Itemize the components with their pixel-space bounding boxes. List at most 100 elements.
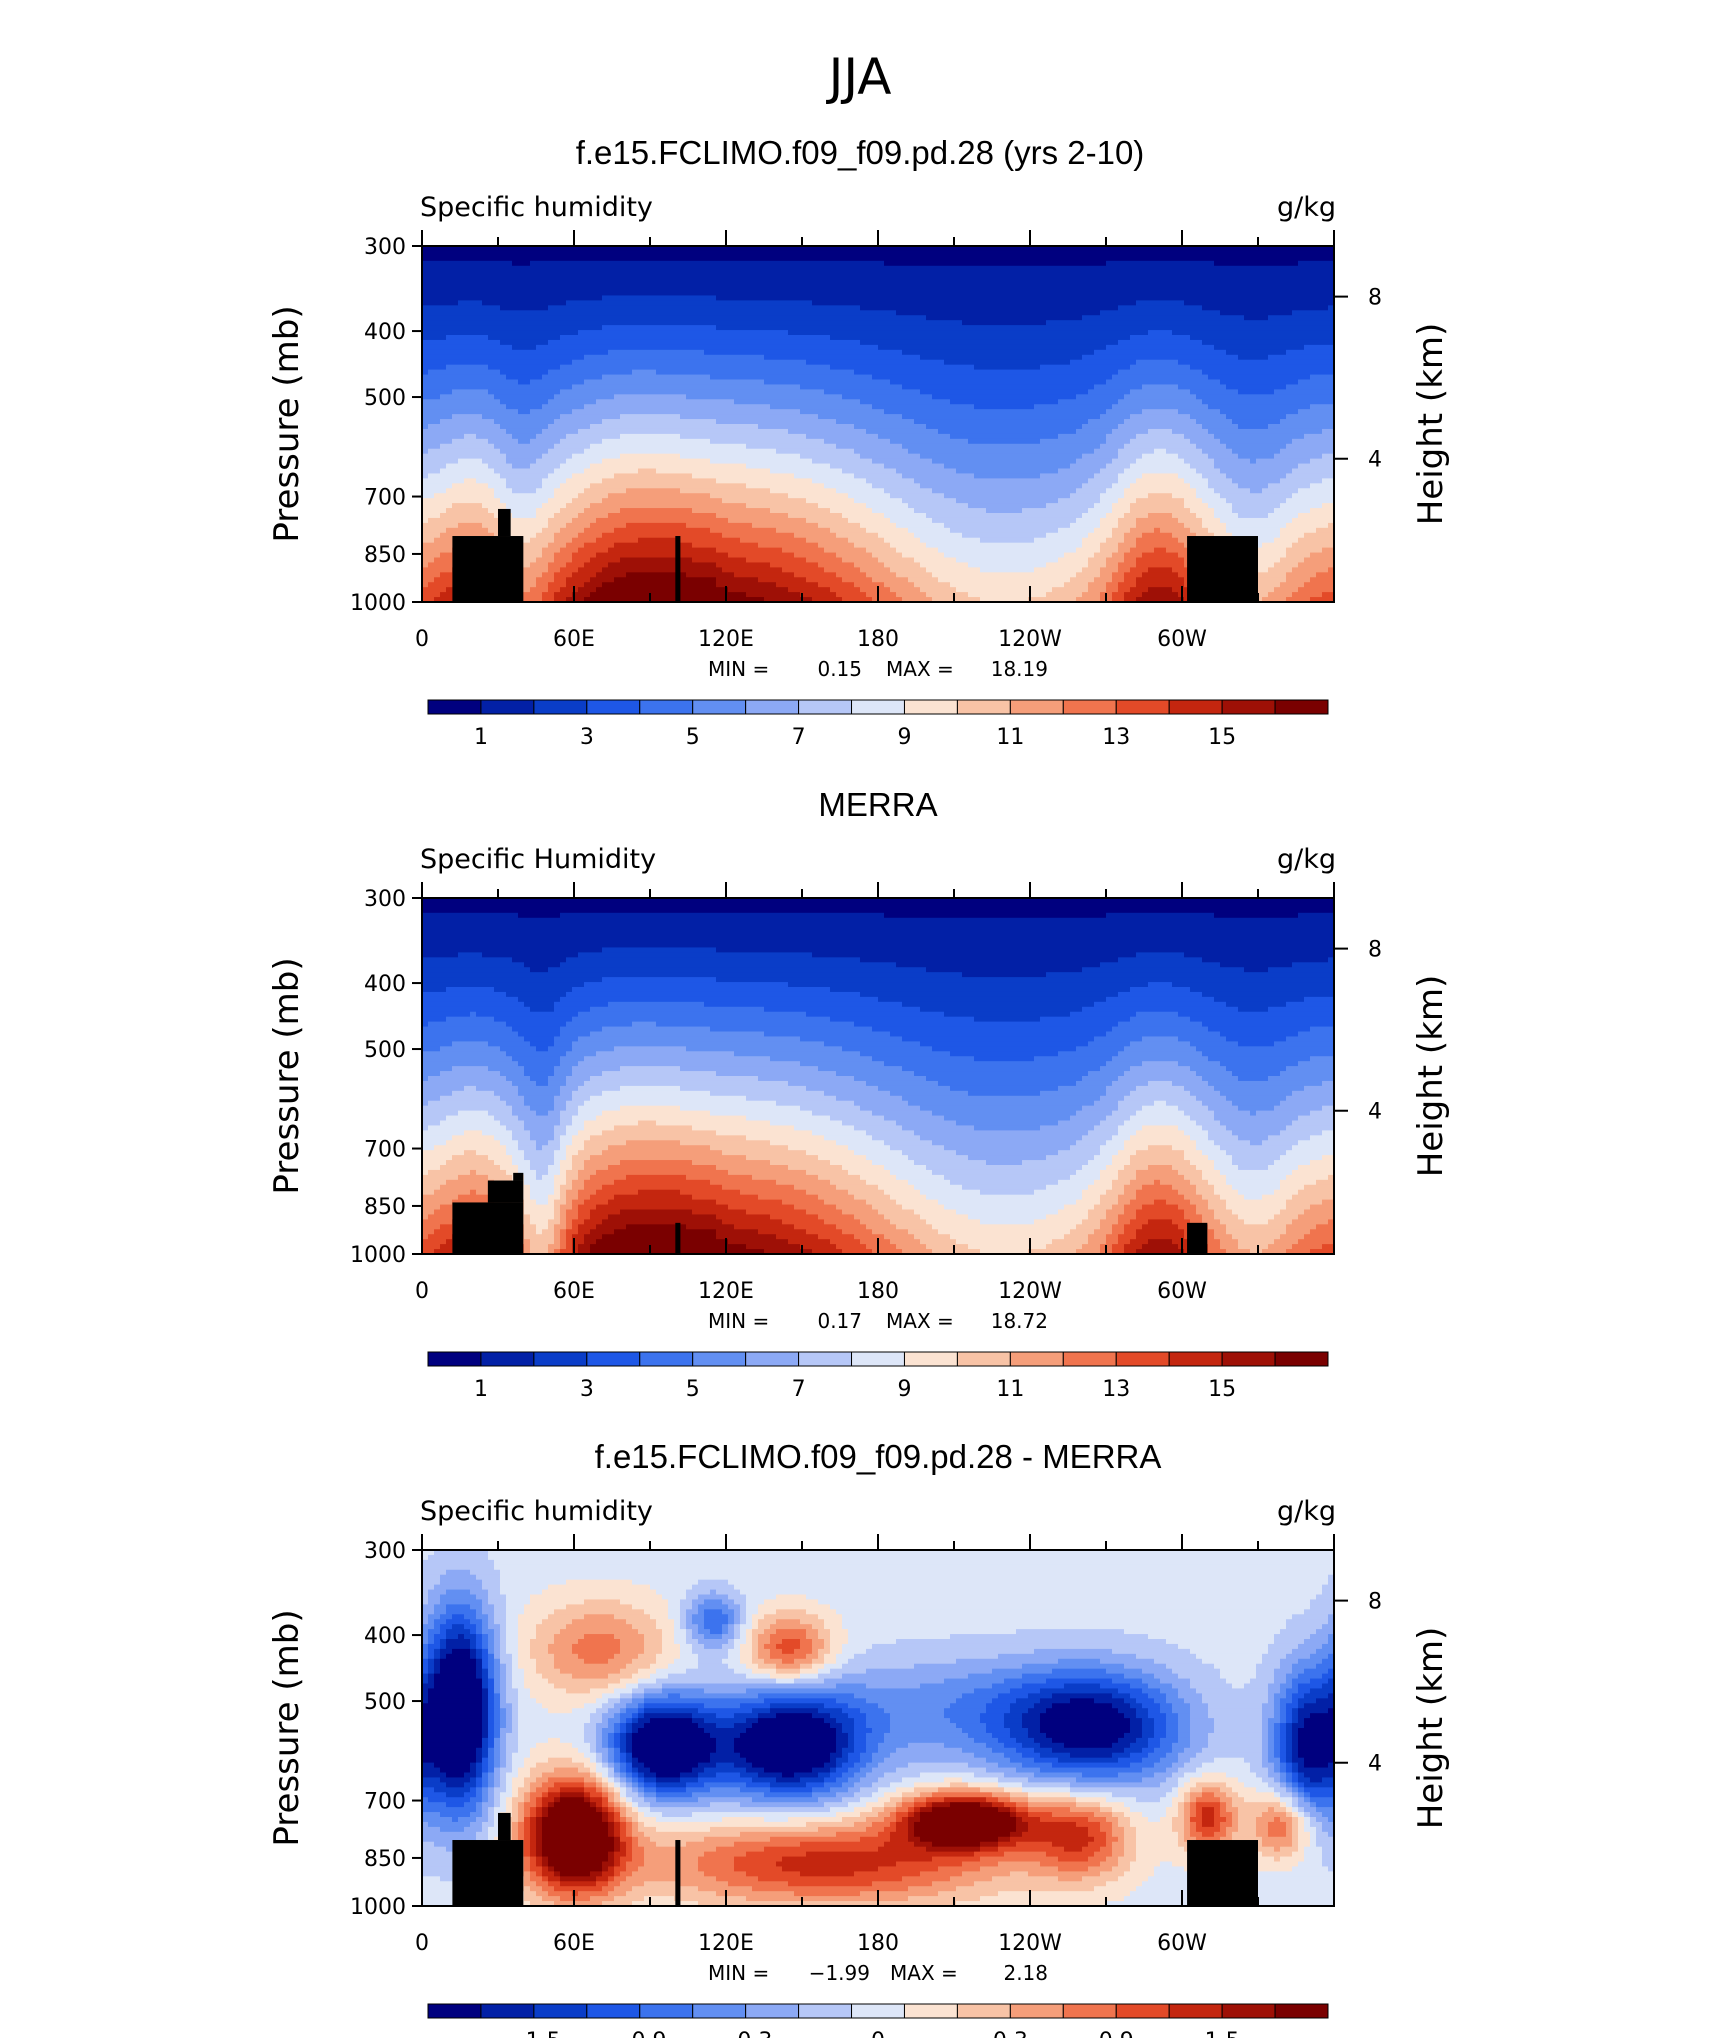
contour-cell [680,597,687,602]
contour-cell [746,330,753,336]
contour-cell [812,374,819,381]
contour-cell [710,310,717,316]
contour-cell [476,339,483,346]
contour-cell [602,508,609,514]
contour-cell [482,404,489,410]
contour-cell [812,582,819,588]
contour-cell [650,409,657,415]
contour-cell [464,513,471,519]
contour-cell [824,527,831,534]
contour-cell [554,349,561,356]
contour-cell [464,394,471,400]
figure-title: JJA [826,48,892,106]
contour-cell [626,344,633,351]
contour-cell [620,315,627,321]
contour-cell [740,359,747,366]
contour-cell [692,260,699,267]
contour-cell [638,305,645,311]
contour-cell [578,389,585,395]
contour-cell [788,379,795,386]
contour-cell [722,359,729,366]
contour-cell [458,290,465,297]
contour-cell [734,246,741,252]
contour-cell [536,246,543,252]
contour-cell [554,384,561,390]
contour-cell [506,300,513,306]
contour-cell [428,478,435,484]
contour-cell [446,344,453,351]
contour-cell [626,399,633,405]
contour-cell [770,364,777,371]
contour-cell [770,572,777,578]
contour-cell [488,339,495,346]
contour-cell [542,305,549,311]
contour-cell [464,498,471,504]
contour-cell [698,335,705,341]
contour-cell [596,498,603,504]
contour-cell [488,448,495,455]
contour-cell [626,513,633,519]
contour-cell [578,463,585,470]
contour-cell [770,344,777,351]
contour-cell [590,409,597,415]
contour-cell [608,572,615,578]
contour-cell [788,354,795,361]
contour-cell [446,246,453,252]
contour-cell [734,488,741,494]
contour-cell [446,384,453,390]
contour-cell [542,508,549,514]
contour-cell [554,325,561,331]
contour-cell [614,517,621,524]
contour-cell [812,255,819,262]
contour-cell [764,562,771,568]
contour-cell [794,542,801,549]
contour-cell [704,374,711,381]
contour-cell [596,369,603,376]
contour-cell [626,577,633,583]
contour-cell [494,295,501,301]
contour-cell [446,369,453,376]
contour-cell [686,349,693,356]
contour-cell [692,339,699,346]
contour-cell [740,463,747,470]
contour-cell [746,359,753,366]
contour-cell [608,260,615,267]
contour-cell [578,572,585,578]
contour-cell [488,369,495,376]
contour-cell [554,508,561,514]
contour-cell [740,552,747,559]
contour-cell [638,310,645,316]
contour-cell [542,493,549,499]
contour-cell [560,433,567,440]
contour-cell [752,443,759,450]
contour-cell [752,433,759,440]
contour-cell [602,300,609,306]
contour-cell [812,300,819,306]
contour-cell [530,488,537,494]
contour-cell [446,364,453,371]
contour-cell [818,330,825,336]
contour-cell [434,483,441,489]
contour-cell [446,310,453,316]
contour-cell [764,414,771,420]
contour-cell [686,498,693,504]
contour-cell [644,369,651,376]
contour-cell [572,517,579,524]
contour-cell [644,483,651,489]
contour-cell [740,567,747,573]
contour-cell [542,389,549,395]
contour-cell [572,275,579,282]
contour-cell [548,310,555,316]
contour-cell [704,409,711,415]
contour-cell [440,404,447,410]
contour-cell [434,414,441,420]
contour-cell [506,414,513,420]
contour-cell [806,552,813,559]
contour-cell [704,527,711,534]
contour-cell [596,310,603,316]
contour-cell [470,508,477,514]
contour-cell [740,310,747,316]
contour-cell [680,349,687,356]
contour-cell [632,483,639,489]
contour-cell [656,443,663,450]
